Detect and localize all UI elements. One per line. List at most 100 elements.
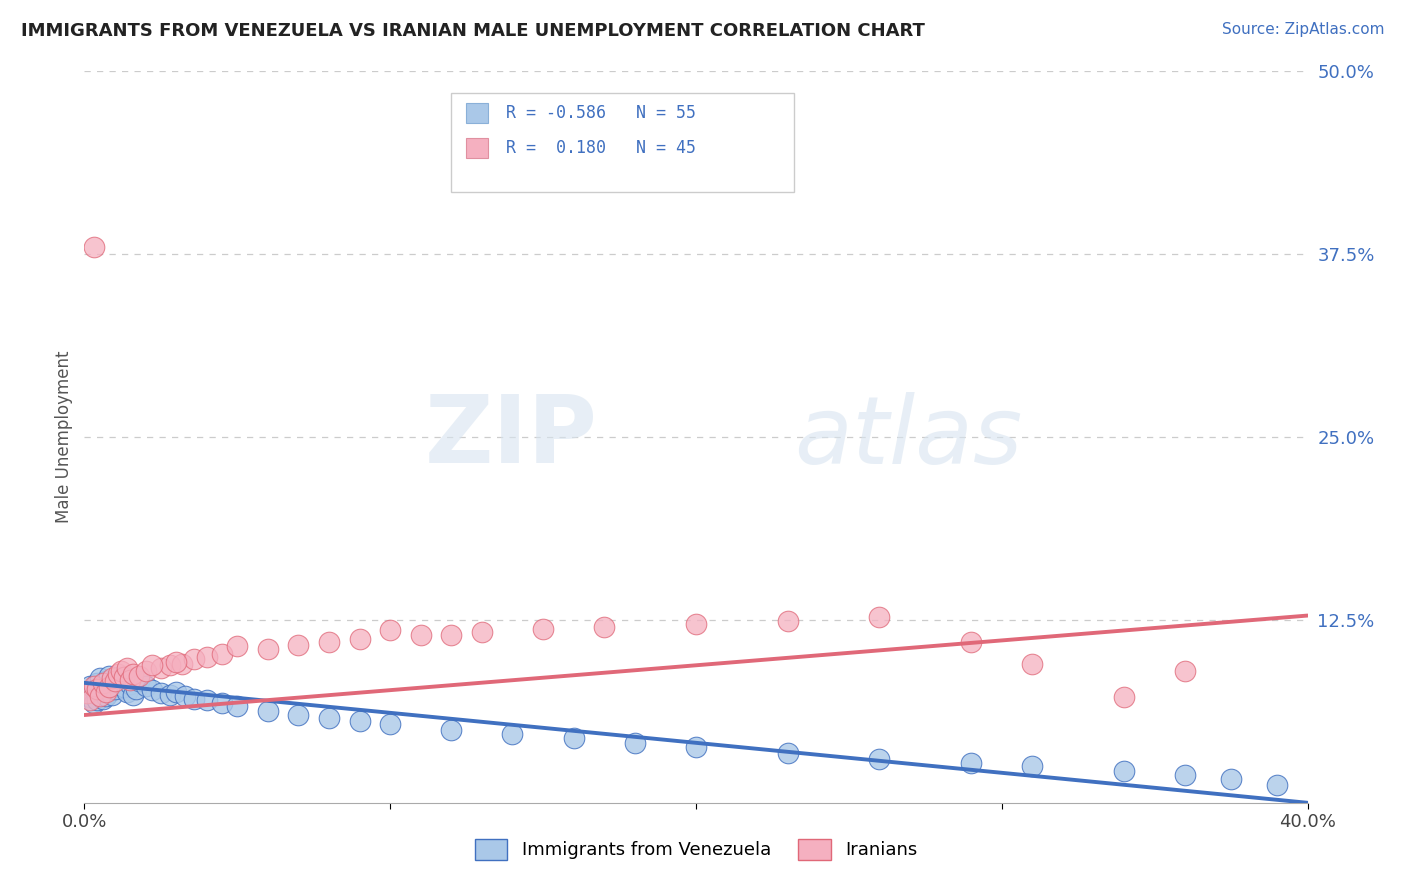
Text: R = -0.586   N = 55: R = -0.586 N = 55 [506, 103, 696, 121]
Point [83, 681, 105, 696]
Point [1021, 657, 1043, 671]
Point [104, 676, 127, 690]
Point [94, 689, 117, 703]
Point [135, 664, 157, 678]
Point [122, 688, 145, 702]
Point [593, 620, 616, 634]
Point [211, 696, 233, 710]
Point [562, 731, 585, 746]
Point [79, 690, 101, 705]
Point [211, 647, 233, 661]
Point [183, 652, 205, 666]
Point [172, 657, 194, 671]
Text: atlas: atlas [794, 392, 1022, 483]
Point [776, 746, 799, 760]
Point [94, 684, 117, 698]
Point [89, 684, 111, 698]
Point [135, 679, 157, 693]
Point [110, 664, 132, 678]
Point [960, 635, 983, 649]
Point [159, 658, 181, 673]
Point [349, 632, 371, 646]
Point [128, 674, 150, 689]
Point [83, 679, 105, 693]
Point [776, 615, 799, 629]
Point [380, 623, 402, 637]
Point [107, 670, 129, 684]
Point [149, 661, 172, 675]
Point [101, 688, 124, 702]
Point [76, 686, 98, 700]
Point [107, 667, 129, 681]
Point [83, 240, 105, 254]
FancyBboxPatch shape [465, 138, 488, 158]
Point [89, 672, 111, 686]
Point [1021, 759, 1043, 773]
Point [685, 617, 707, 632]
Point [115, 684, 138, 698]
Point [226, 640, 249, 654]
FancyBboxPatch shape [451, 94, 794, 192]
Point [165, 656, 187, 670]
Point [165, 684, 187, 698]
Point [149, 686, 172, 700]
Point [380, 716, 402, 731]
Point [624, 736, 647, 750]
Text: ZIP: ZIP [425, 391, 598, 483]
Point [86, 676, 108, 690]
Point [183, 692, 205, 706]
Point [440, 723, 463, 737]
Text: IMMIGRANTS FROM VENEZUELA VS IRANIAN MALE UNEMPLOYMENT CORRELATION CHART: IMMIGRANTS FROM VENEZUELA VS IRANIAN MAL… [21, 22, 925, 40]
Point [159, 688, 181, 702]
Legend: Immigrants from Venezuela, Iranians: Immigrants from Venezuela, Iranians [468, 831, 924, 867]
Point [1220, 772, 1243, 787]
Point [101, 672, 124, 686]
Point [120, 673, 142, 687]
Point [97, 680, 120, 694]
Point [141, 658, 163, 673]
Point [1174, 664, 1197, 678]
Point [502, 727, 524, 741]
Point [97, 668, 120, 682]
Point [349, 714, 371, 728]
Y-axis label: Male Unemployment: Male Unemployment [55, 351, 73, 524]
Point [1174, 768, 1197, 782]
Point [94, 674, 117, 689]
Text: Source: ZipAtlas.com: Source: ZipAtlas.com [1222, 22, 1385, 37]
Point [409, 627, 432, 641]
Point [112, 670, 135, 684]
Point [1265, 778, 1288, 792]
Point [287, 638, 309, 652]
Point [89, 689, 111, 703]
Point [318, 711, 340, 725]
Point [125, 681, 148, 696]
Point [122, 667, 145, 681]
Point [115, 661, 138, 675]
Point [83, 696, 105, 710]
Point [195, 693, 218, 707]
Point [79, 693, 101, 707]
Point [471, 624, 494, 639]
Point [1114, 690, 1136, 705]
Point [287, 708, 309, 723]
Point [79, 679, 101, 693]
Point [86, 693, 108, 707]
Point [112, 680, 135, 694]
Text: R =  0.180   N = 45: R = 0.180 N = 45 [506, 139, 696, 157]
Point [226, 699, 249, 714]
Point [76, 686, 98, 700]
FancyBboxPatch shape [465, 103, 488, 122]
Point [101, 679, 124, 693]
Point [531, 622, 554, 636]
Point [869, 752, 891, 766]
Point [318, 635, 340, 649]
Point [195, 649, 218, 664]
Point [257, 704, 280, 718]
Point [869, 610, 891, 624]
Point [110, 673, 132, 687]
Point [104, 674, 127, 689]
Point [91, 692, 114, 706]
Point [97, 683, 120, 698]
Point [1114, 764, 1136, 778]
Point [174, 689, 197, 703]
